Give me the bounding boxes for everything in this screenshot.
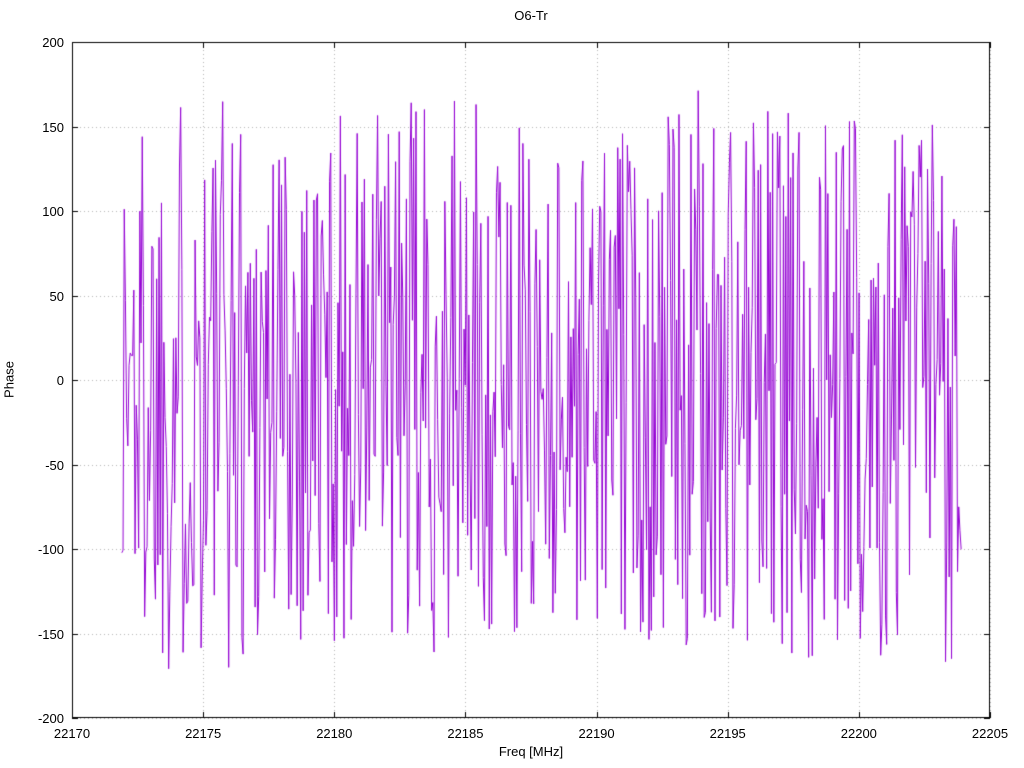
x-tick-label: 22170 (53, 726, 91, 741)
x-tick-label: 22180 (316, 726, 353, 741)
x-tick-label: 22200 (840, 726, 877, 741)
y-tick-label: 100 (42, 204, 64, 219)
y-tick-label: 150 (42, 119, 64, 135)
y-tick-label: -200 (37, 711, 64, 726)
x-tick-label: 22195 (709, 726, 746, 741)
y-tick-label: -150 (37, 626, 64, 642)
x-tick-label: 22185 (447, 726, 484, 741)
y-tick-label: -100 (37, 542, 64, 557)
chart-title: O6-Tr (514, 8, 548, 23)
x-axis-label: Freq [MHz] (498, 744, 564, 759)
x-tick-label: 22190 (578, 726, 615, 741)
x-tick-label: 22175 (185, 726, 222, 741)
y-tick-label: 50 (49, 288, 64, 304)
x-tick-label: 22205 (971, 726, 1009, 741)
y-tick-label: -50 (45, 457, 64, 473)
y-tick-label: 200 (42, 35, 64, 50)
y-tick-label: 0 (56, 373, 64, 388)
